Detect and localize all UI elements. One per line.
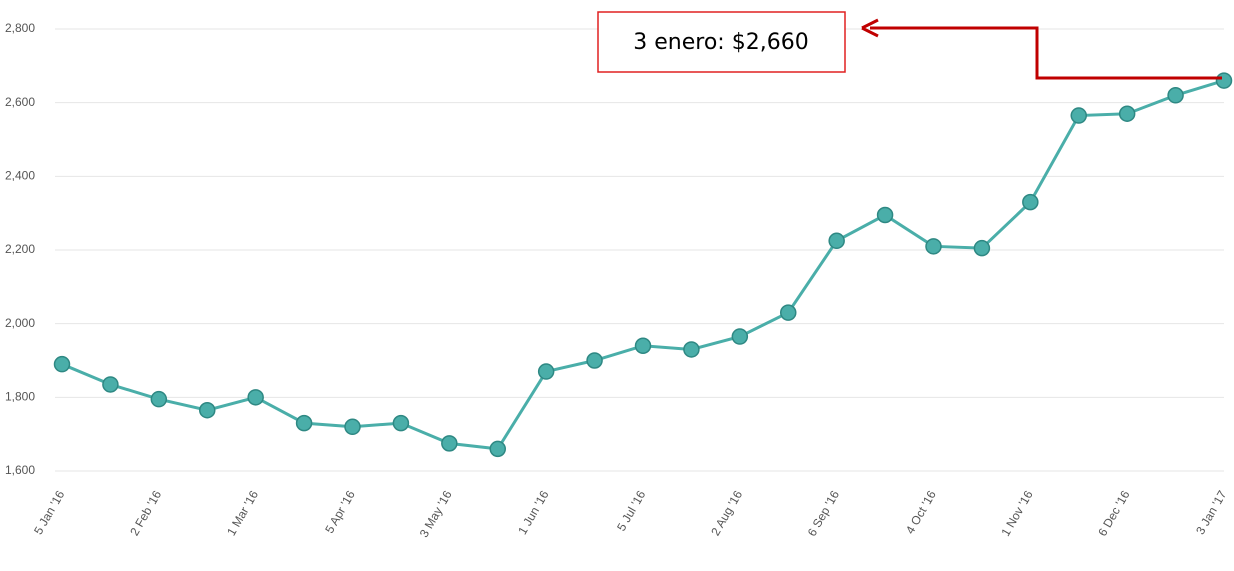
marker: [1070, 107, 1087, 124]
annotation: 3 enero: $2,660: [633, 30, 808, 55]
line: [61, 79, 1225, 451]
marker: [102, 376, 119, 393]
marker: [780, 304, 797, 321]
y-tick-label: 2,600: [5, 95, 35, 109]
marker: [586, 352, 603, 369]
marker: [1022, 193, 1039, 211]
marker: [344, 418, 361, 436]
x-tick-label: 2 Aug '16: [708, 488, 745, 538]
marker: [731, 328, 749, 345]
grid: 1,600 1,800 2,000 2,200 2,400 2,600 2,800 5 Jan…: [5, 21, 1230, 540]
arrow-head: [861, 18, 879, 38]
marker: [392, 414, 410, 432]
y-tick-label: 2,000: [5, 316, 35, 330]
x-tick-label: 4 Oct '16: [903, 488, 939, 537]
x-tick-label: 1 Nov '16: [998, 488, 1035, 539]
x-tick-label: 1 Jun '16: [515, 488, 551, 537]
marker: [1167, 87, 1184, 104]
y-tick-label: 2,400: [5, 169, 35, 183]
marker: [295, 414, 313, 432]
marker: [634, 337, 652, 355]
x-tick-label: 5 Jul '16: [614, 488, 648, 534]
marker: [828, 232, 845, 250]
marker: [876, 206, 894, 224]
marker: [53, 355, 71, 373]
marker: [247, 389, 264, 406]
x-tick-label: 6 Dec '16: [1095, 488, 1132, 539]
marker: [489, 440, 506, 458]
marker: [973, 239, 991, 257]
plot: [53, 72, 1233, 458]
x-tick-label: 1 Mar '16: [224, 488, 261, 538]
x-tick-label: 5 Apr '16: [322, 488, 358, 536]
annotation-box: [597, 11, 846, 73]
marker: [441, 435, 458, 452]
marker: [199, 401, 216, 419]
x-tick-label: 6 Sep '16: [805, 488, 842, 539]
y-tick-label: 1,600: [5, 463, 35, 477]
x-tick-label: 5 Jan '16: [31, 488, 67, 537]
y-tick-label: 1,800: [5, 390, 35, 404]
marker: [925, 238, 942, 255]
marker: [683, 341, 700, 358]
x-tick-label: 3 May '16: [417, 488, 455, 540]
marker: [1215, 72, 1233, 89]
x-tick-label: 2 Feb '16: [127, 488, 164, 538]
marker: [537, 363, 555, 380]
x-tick-label: 3 Jan '17: [1193, 488, 1229, 537]
y-tick-label: 2,800: [5, 21, 35, 35]
annotation-arrow: [870, 26, 1222, 80]
marker: [1118, 105, 1136, 122]
marker: [150, 390, 168, 408]
y-tick-label: 2,200: [5, 242, 35, 256]
